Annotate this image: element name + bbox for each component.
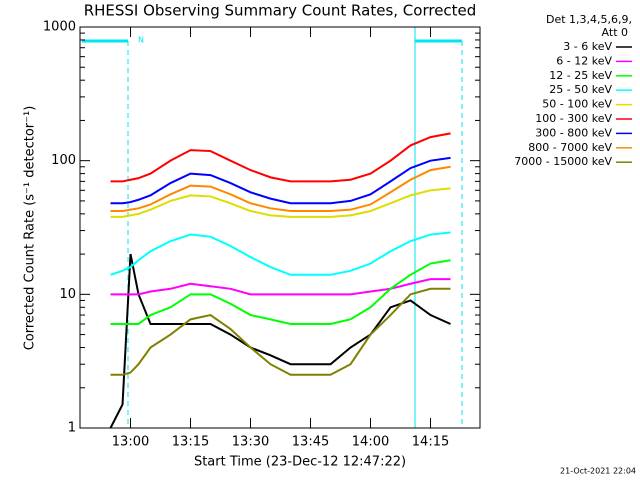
series-line [110, 156, 451, 205]
night-markers [82, 27, 463, 428]
legend-label: 3 - 6 keV [563, 40, 612, 53]
legend-label: 50 - 100 keV [542, 98, 612, 111]
series-line [110, 132, 451, 183]
series-line [110, 231, 451, 276]
series-line [109, 253, 451, 429]
y-axis-label: Corrected Count Rate (s⁻¹ detector⁻¹) [23, 106, 38, 351]
legend-label: 300 - 800 keV [535, 126, 612, 139]
x-tick-label: 13:30 [232, 435, 269, 450]
legend-label: 25 - 50 keV [549, 83, 612, 96]
legend-label: 100 - 300 keV [535, 112, 612, 125]
legend-label: 12 - 25 keV [549, 69, 612, 82]
y-tick-label: 1 [68, 421, 76, 436]
series-line [110, 187, 451, 218]
chart-title: RHESSI Observing Summary Count Rates, Co… [84, 2, 477, 20]
legend-label: 7000 - 15000 keV [514, 155, 612, 168]
x-tick-label: 13:15 [172, 435, 209, 450]
x-tick-label: 14:15 [412, 435, 449, 450]
y-tick-label: 1000 [43, 20, 76, 35]
series-line [110, 165, 451, 213]
legend-title: Att 0 [602, 26, 628, 39]
legend-title: Det 1,3,4,5,6,9, [546, 13, 632, 26]
series-line [110, 278, 451, 296]
footer: 21-Oct-2021 22:04 [560, 467, 636, 476]
legend-label: 6 - 12 keV [556, 54, 612, 67]
x-tick-label: 13:45 [292, 435, 329, 450]
plot-frame [79, 26, 481, 429]
series-line [110, 287, 451, 376]
legend-label: 800 - 7000 keV [528, 141, 612, 154]
y-tick-label: 10 [59, 287, 76, 302]
x-tick-label: 14:00 [352, 435, 389, 450]
series-line [110, 259, 451, 325]
x-tick-label: 13:00 [112, 435, 149, 450]
x-axis-label: Start Time (23-Dec-12 12:47:22) [194, 455, 406, 470]
annotation: N [138, 36, 144, 45]
y-tick-label: 100 [51, 153, 76, 168]
